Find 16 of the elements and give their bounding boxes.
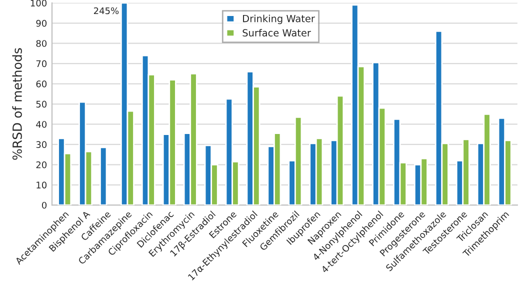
- y-tick-label: 30: [36, 141, 47, 148]
- y-tick-label: 60: [36, 80, 47, 88]
- y-tick-label: 70: [36, 60, 47, 68]
- y-tick-label: 90: [36, 20, 47, 27]
- annotation: 245%: [94, 7, 119, 14]
- y-axis-title: %RSD of methods: [12, 48, 22, 160]
- y-tick-label: 100: [30, 0, 47, 6]
- legend-label: Drinking Water: [243, 14, 315, 24]
- y-tick-label: 0: [42, 202, 47, 209]
- y-tick-label: 10: [36, 182, 47, 188]
- y-tick-label: 20: [36, 161, 47, 168]
- y-tick-label: 40: [36, 120, 47, 128]
- y-tick-label: 80: [36, 40, 47, 47]
- legend-label: Surface Water: [242, 28, 311, 37]
- y-tick-label: 50: [36, 100, 47, 108]
- bar: [100, 146, 108, 206]
